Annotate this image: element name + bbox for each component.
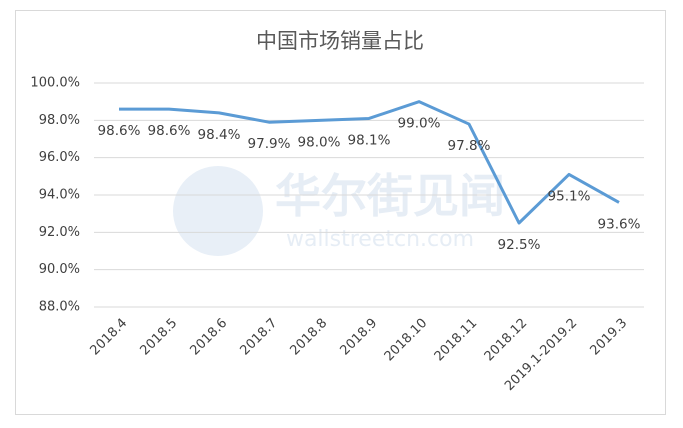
watermark-logo [173, 166, 263, 256]
data-label: 98.0% [298, 134, 341, 150]
data-label: 95.1% [548, 188, 591, 204]
data-label: 97.8% [448, 138, 491, 154]
y-tick-label: 96.0% [39, 150, 80, 165]
data-label: 92.5% [498, 237, 541, 253]
data-label: 99.0% [398, 116, 441, 132]
data-label: 98.1% [348, 132, 391, 148]
data-label: 98.6% [98, 123, 141, 139]
y-tick-label: 98.0% [39, 113, 80, 128]
y-tick-label: 94.0% [39, 188, 80, 203]
data-label: 98.4% [198, 127, 241, 143]
chart-title: 中国市场销量占比 [256, 29, 424, 53]
y-tick-label: 92.0% [39, 225, 80, 240]
watermark-url: wallstreetcn.com [286, 227, 474, 252]
data-label: 97.9% [248, 136, 291, 152]
data-label: 98.6% [148, 123, 191, 139]
watermark: 华尔街见闻 wallstreetcn.com [173, 166, 505, 256]
watermark-text: 华尔街见闻 [275, 169, 505, 223]
data-label: 93.6% [598, 216, 641, 232]
line [119, 100, 620, 225]
y-tick-label: 90.0% [39, 262, 80, 277]
y-tick-label: 88.0% [39, 300, 80, 315]
chart-frame [15, 10, 666, 415]
y-tick-label: 100.0% [30, 76, 80, 91]
